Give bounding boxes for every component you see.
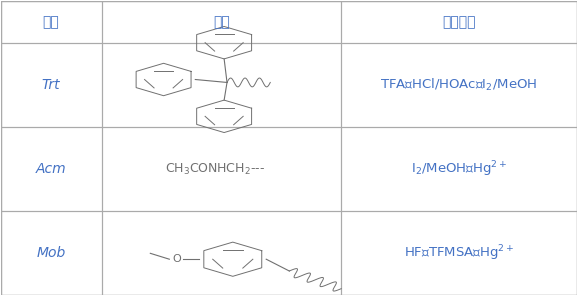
Bar: [102, 1, 341, 44]
Bar: [102, 127, 341, 211]
Bar: [1, 44, 102, 127]
Text: Trt: Trt: [42, 78, 61, 92]
Bar: [341, 1, 577, 44]
Bar: [1, 1, 102, 44]
Text: TFA，HCl/HOAc，I: TFA，HCl/HOAc，I: [0, 295, 1, 296]
Bar: [1, 211, 102, 295]
Text: O: O: [172, 254, 181, 264]
Text: HF，TFMSA，Hg$^{2+}$: HF，TFMSA，Hg$^{2+}$: [404, 244, 514, 263]
Bar: [341, 127, 577, 211]
Bar: [102, 44, 341, 127]
Text: Acm: Acm: [36, 163, 66, 176]
Text: 简称: 简称: [43, 15, 60, 29]
Text: TFA，HCl/HOAc，I$_2$/MeOH: TFA，HCl/HOAc，I$_2$/MeOH: [380, 77, 538, 94]
Text: I$_2$/MeOH，Hg$^{2+}$: I$_2$/MeOH，Hg$^{2+}$: [411, 160, 507, 179]
Text: TFA，HCl/HOAc，I$_2$/MeOH: TFA，HCl/HOAc，I$_2$/MeOH: [0, 295, 1, 296]
Text: 脉除条件: 脉除条件: [442, 15, 476, 29]
Bar: [341, 44, 577, 127]
Text: Mob: Mob: [36, 246, 66, 260]
Bar: [102, 211, 341, 295]
Bar: [1, 127, 102, 211]
Bar: [341, 211, 577, 295]
Text: CH$_3$CONHCH$_2$---: CH$_3$CONHCH$_2$---: [165, 162, 265, 177]
Text: 结构: 结构: [213, 15, 229, 29]
